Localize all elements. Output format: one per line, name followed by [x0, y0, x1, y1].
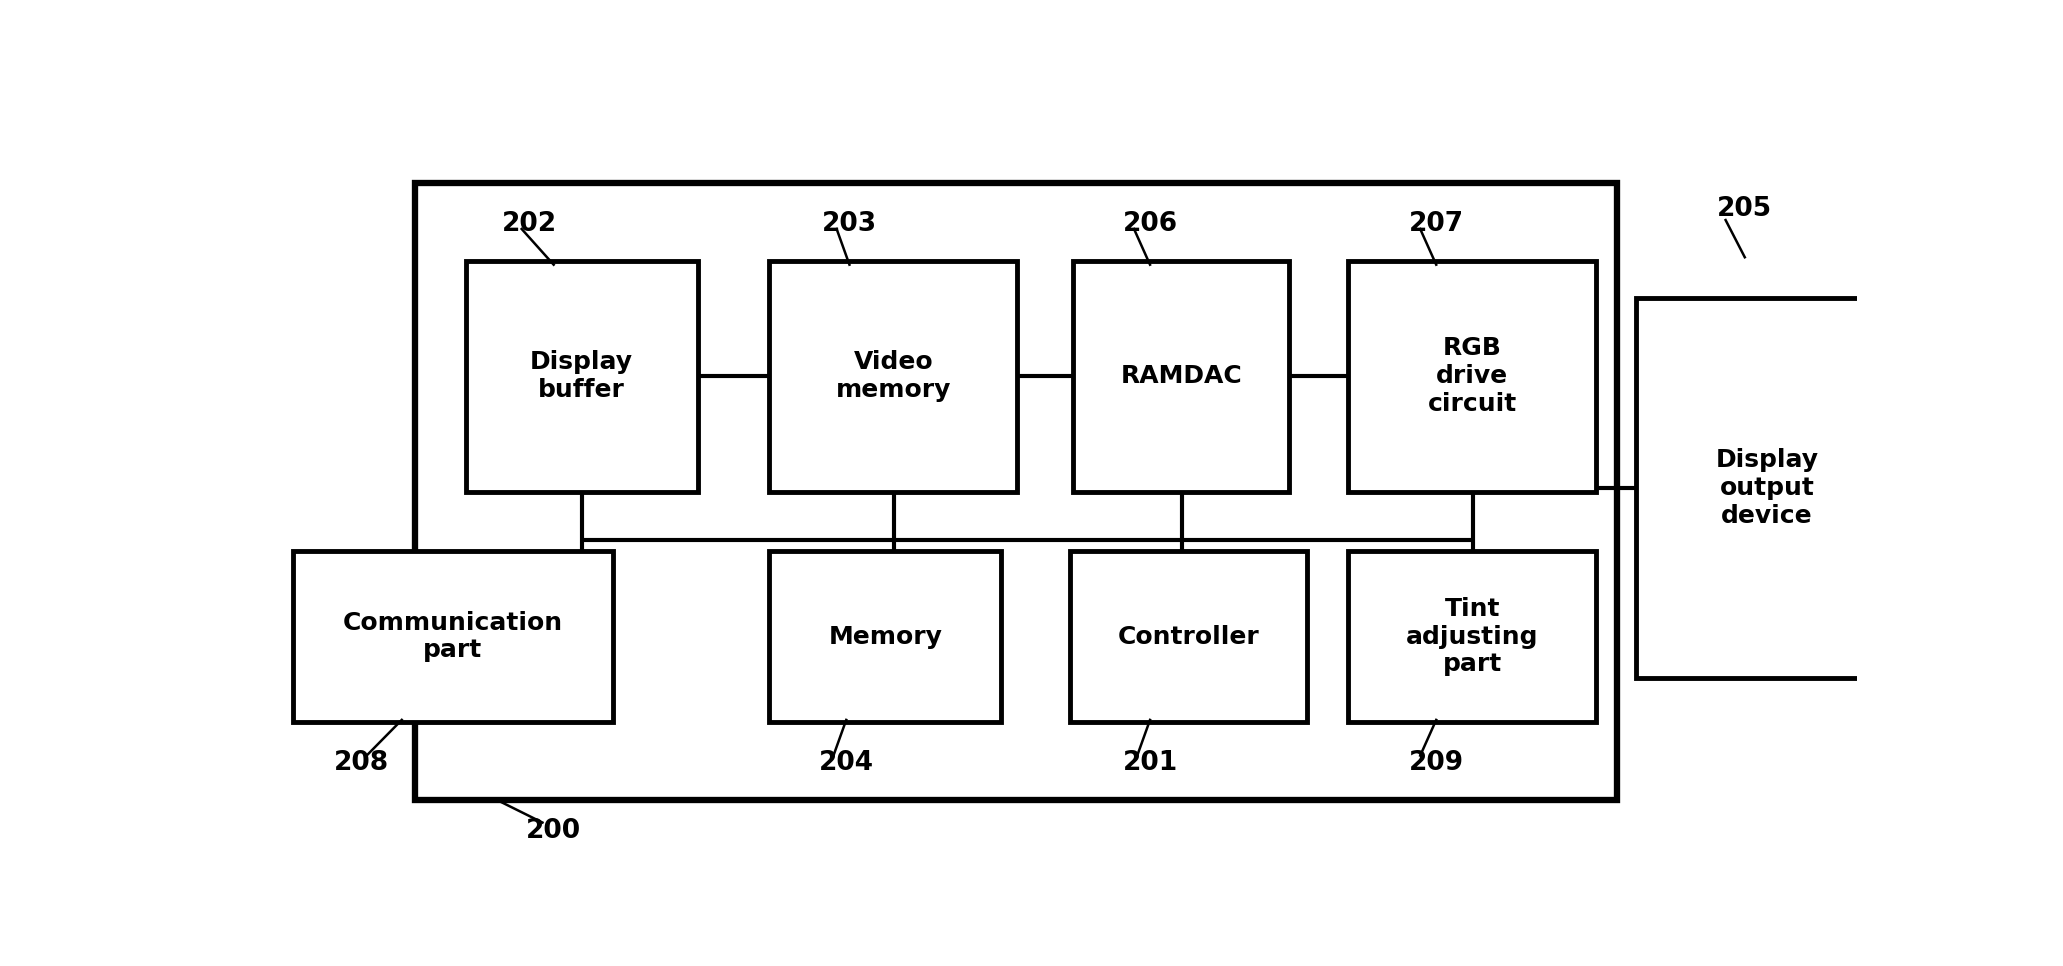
Text: Controller: Controller: [1118, 625, 1258, 648]
Text: 204: 204: [819, 750, 875, 776]
Bar: [1349, 551, 1597, 723]
Text: Memory: Memory: [829, 625, 943, 648]
Text: 201: 201: [1122, 750, 1178, 776]
Bar: [1071, 551, 1306, 723]
Text: Tint
adjusting
part: Tint adjusting part: [1405, 597, 1539, 676]
Bar: [1349, 261, 1597, 492]
Polygon shape: [1873, 298, 1900, 677]
Bar: [1073, 261, 1289, 492]
Text: 207: 207: [1409, 211, 1465, 237]
Text: 202: 202: [501, 211, 557, 237]
Text: Video
memory: Video memory: [836, 351, 951, 402]
Bar: [415, 183, 1617, 800]
Bar: [1636, 298, 1900, 677]
Bar: [466, 261, 697, 492]
Text: 206: 206: [1122, 211, 1178, 237]
Text: 205: 205: [1716, 196, 1772, 222]
Bar: [769, 551, 1001, 723]
Text: Communication
part: Communication part: [342, 611, 563, 663]
Text: Display
buffer: Display buffer: [530, 351, 633, 402]
Text: 200: 200: [526, 818, 582, 844]
Text: 203: 203: [821, 211, 877, 237]
Bar: [293, 551, 613, 723]
Text: RGB
drive
circuit: RGB drive circuit: [1428, 336, 1516, 416]
Text: 208: 208: [334, 750, 390, 776]
Bar: [769, 261, 1017, 492]
Text: RAMDAC: RAMDAC: [1120, 364, 1242, 388]
Text: 209: 209: [1409, 750, 1465, 776]
Text: Display
output
device: Display output device: [1716, 448, 1820, 527]
